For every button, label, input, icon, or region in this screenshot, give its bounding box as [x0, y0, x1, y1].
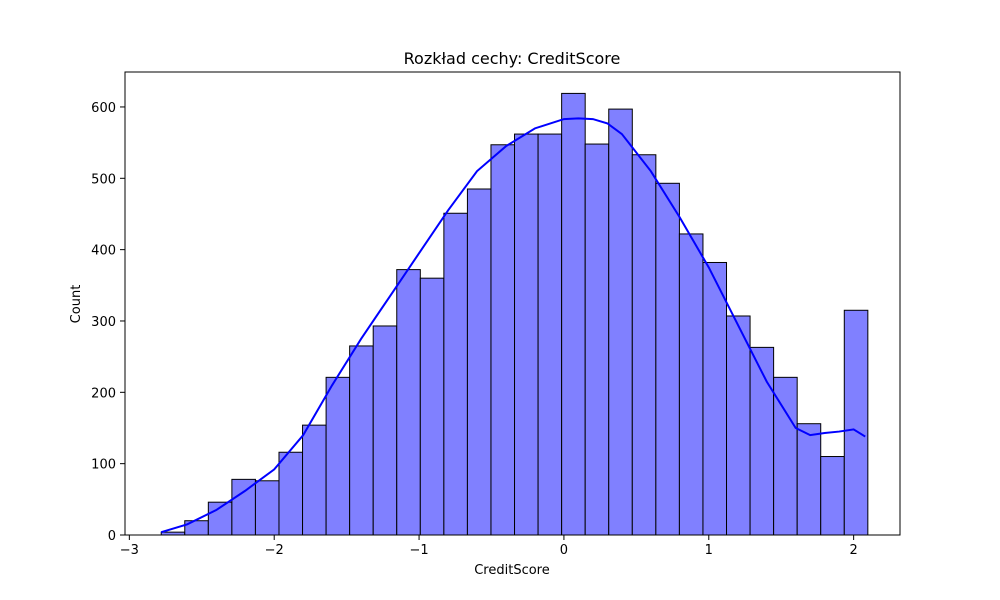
x-tick-label: 0	[560, 543, 568, 558]
histogram-bar	[443, 212, 468, 536]
histogram-bar	[820, 456, 845, 536]
histogram-bar	[278, 451, 304, 536]
x-axis: −3 −2 −1 0 1 2	[120, 535, 858, 558]
x-tick-label: −1	[409, 543, 428, 558]
histogram-bars	[160, 92, 869, 536]
x-tick-label: 1	[705, 543, 713, 558]
histogram-bar	[678, 233, 704, 536]
histogram-bar	[655, 182, 680, 536]
histogram-bar	[514, 133, 539, 536]
histogram-bar	[254, 480, 280, 536]
histogram-bar	[466, 188, 492, 536]
y-tick-label: 300	[91, 315, 116, 330]
histogram-bar	[843, 309, 869, 536]
y-tick-label: 400	[91, 244, 116, 259]
histogram-bar	[349, 345, 374, 536]
histogram-bar	[584, 143, 610, 536]
y-tick-label: 200	[91, 386, 116, 401]
histogram-bar	[396, 269, 421, 536]
kde-curve	[160, 117, 866, 534]
chart-title: Rozkład cechy: CreditScore	[404, 49, 621, 68]
histogram-bar	[325, 376, 351, 536]
histogram-bar	[231, 478, 256, 536]
histogram-bar	[631, 154, 657, 536]
histogram-bar	[490, 144, 516, 536]
y-axis-label: Count	[69, 285, 84, 324]
histogram-bar	[608, 108, 633, 536]
y-tick-label: 500	[91, 172, 116, 187]
histogram-bar	[561, 92, 586, 536]
histogram-bar	[537, 133, 563, 536]
histogram-bar	[773, 376, 798, 536]
y-tick-label: 600	[91, 101, 116, 116]
histogram-bar	[419, 277, 445, 536]
histogram-bar	[372, 325, 398, 536]
histogram-bar	[749, 346, 775, 536]
x-tick-label: 2	[850, 543, 858, 558]
y-tick-label: 0	[108, 529, 116, 544]
x-axis-label: CreditScore	[474, 563, 550, 578]
histogram-bar	[726, 315, 751, 536]
x-tick-label: −3	[120, 543, 139, 558]
histogram-bar	[302, 424, 327, 536]
histogram-bar	[796, 423, 822, 536]
y-axis: 0 100 200 300 400 500 600	[91, 101, 125, 544]
plot-frame	[124, 71, 901, 536]
x-tick-label: −2	[265, 543, 284, 558]
y-tick-label: 100	[91, 458, 116, 473]
histogram-bar	[702, 261, 728, 536]
